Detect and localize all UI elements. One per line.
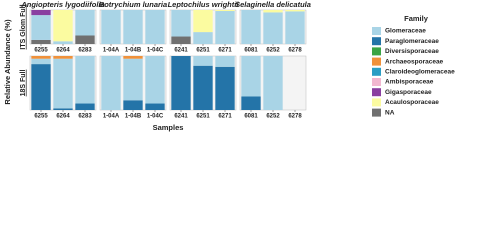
bar-segment <box>101 10 121 44</box>
row-label: ITS Glom Full <box>20 4 27 49</box>
x-tick-label: 6241 <box>174 114 188 120</box>
column-title: Angiopteris lygodiifolia <box>20 0 104 9</box>
bar-segment <box>31 56 51 59</box>
bar-segment <box>215 66 235 110</box>
x-tick-label: 1-04C <box>147 114 164 120</box>
x-tick-label: 6252 <box>266 48 280 54</box>
bar-segment <box>215 56 235 67</box>
legend-label: Claroideoglomeraceae <box>385 69 455 76</box>
bar-segment <box>285 11 305 44</box>
bar-segment <box>285 10 305 12</box>
legend-label: Gigasporaceae <box>385 89 432 96</box>
column-title: Botrychium lunaria <box>99 0 167 9</box>
bar-segment <box>53 58 73 109</box>
x-tick-label: 1-04B <box>125 114 142 120</box>
bar-segment <box>53 10 73 42</box>
bar-segment <box>215 10 235 12</box>
bar-segment <box>193 65 213 110</box>
bar-segment <box>171 36 191 44</box>
x-tick-label: 6283 <box>78 114 92 120</box>
x-tick-label: 6271 <box>218 114 232 120</box>
legend-label: Glomeraceae <box>385 28 426 35</box>
x-axis-label: Samples <box>153 123 184 132</box>
bar-segment <box>263 56 283 110</box>
x-tick-label: 6252 <box>266 114 280 120</box>
bar-segment <box>241 10 261 44</box>
x-tick-label: 1-04A <box>103 114 120 120</box>
x-tick-label: 6255 <box>34 114 48 120</box>
bar-segment <box>75 56 95 104</box>
legend-swatch <box>372 98 381 107</box>
legend-label: NA <box>385 109 395 116</box>
bar-segment <box>123 10 143 44</box>
x-tick-label: 6264 <box>56 114 70 120</box>
x-tick-label: 6278 <box>288 114 302 120</box>
legend-label: Paraglomeraceae <box>385 38 439 45</box>
bar-segment <box>53 41 73 44</box>
x-tick-label: 6278 <box>288 48 302 54</box>
legend-swatch <box>372 47 381 56</box>
column-title: Selaginella delicatula <box>235 0 311 9</box>
bar-segment <box>145 10 165 44</box>
bar-segment <box>75 35 95 44</box>
bar-segment <box>145 103 165 110</box>
x-tick-label: 1-04A <box>103 48 120 54</box>
bar-segment <box>31 39 51 44</box>
legend-swatch <box>372 27 381 35</box>
x-tick-label: 6264 <box>56 48 70 54</box>
bar-segment <box>193 10 213 33</box>
x-tick-label: 6081 <box>244 48 258 54</box>
legend-title: Family <box>404 14 429 23</box>
y-axis-label: Relative Abundance (%) <box>3 19 12 105</box>
bar-segment <box>241 56 261 97</box>
legend-swatch <box>372 57 381 66</box>
legend-label: Diversisporaceae <box>385 48 439 55</box>
bar-segment <box>31 10 51 16</box>
column-title: Leptochilus wrightii <box>168 0 240 9</box>
legend-swatch <box>372 88 381 97</box>
bar-segment <box>53 56 73 59</box>
chart: Relative Abundance (%) Samples Family An… <box>3 0 455 132</box>
legend-label: Acaulosporaceae <box>385 99 439 106</box>
legend-swatch <box>372 37 381 46</box>
x-tick-label: 6251 <box>196 114 210 120</box>
bar-segment <box>145 56 165 104</box>
legend-label: Archaeosporaceae <box>385 58 444 65</box>
bar-segment <box>263 12 283 44</box>
bar-segment <box>75 10 95 36</box>
bar-segment <box>101 56 121 110</box>
x-tick-label: 6251 <box>196 48 210 54</box>
legend-swatch <box>372 78 381 86</box>
x-tick-label: 6255 <box>34 48 48 54</box>
bar-segment <box>123 58 143 101</box>
bar-segment <box>171 10 191 37</box>
bar-segment <box>31 64 51 110</box>
legend-swatch <box>372 67 381 76</box>
x-tick-label: 6283 <box>78 48 92 54</box>
row-label: 18S Full <box>20 70 27 97</box>
bar-segment <box>123 56 143 59</box>
bar-segment <box>241 96 261 110</box>
x-tick-label: 6081 <box>244 114 258 120</box>
bar-segment <box>263 10 283 13</box>
bar-segment <box>171 56 191 110</box>
bar-segment <box>53 108 73 110</box>
x-tick-label: 1-04B <box>125 48 142 54</box>
bar-segment <box>193 56 213 66</box>
bar-segment <box>215 11 235 44</box>
legend-swatch <box>372 108 381 117</box>
bar-segment <box>31 58 51 65</box>
bar-segment <box>75 103 95 110</box>
x-tick-label: 6241 <box>174 48 188 54</box>
bar-segment <box>31 15 51 40</box>
x-tick-label: 6271 <box>218 48 232 54</box>
legend-label: Ambisporaceae <box>385 79 434 86</box>
x-tick-label: 1-04C <box>147 48 164 54</box>
bar-segment <box>193 32 213 44</box>
bar-segment <box>123 100 143 110</box>
